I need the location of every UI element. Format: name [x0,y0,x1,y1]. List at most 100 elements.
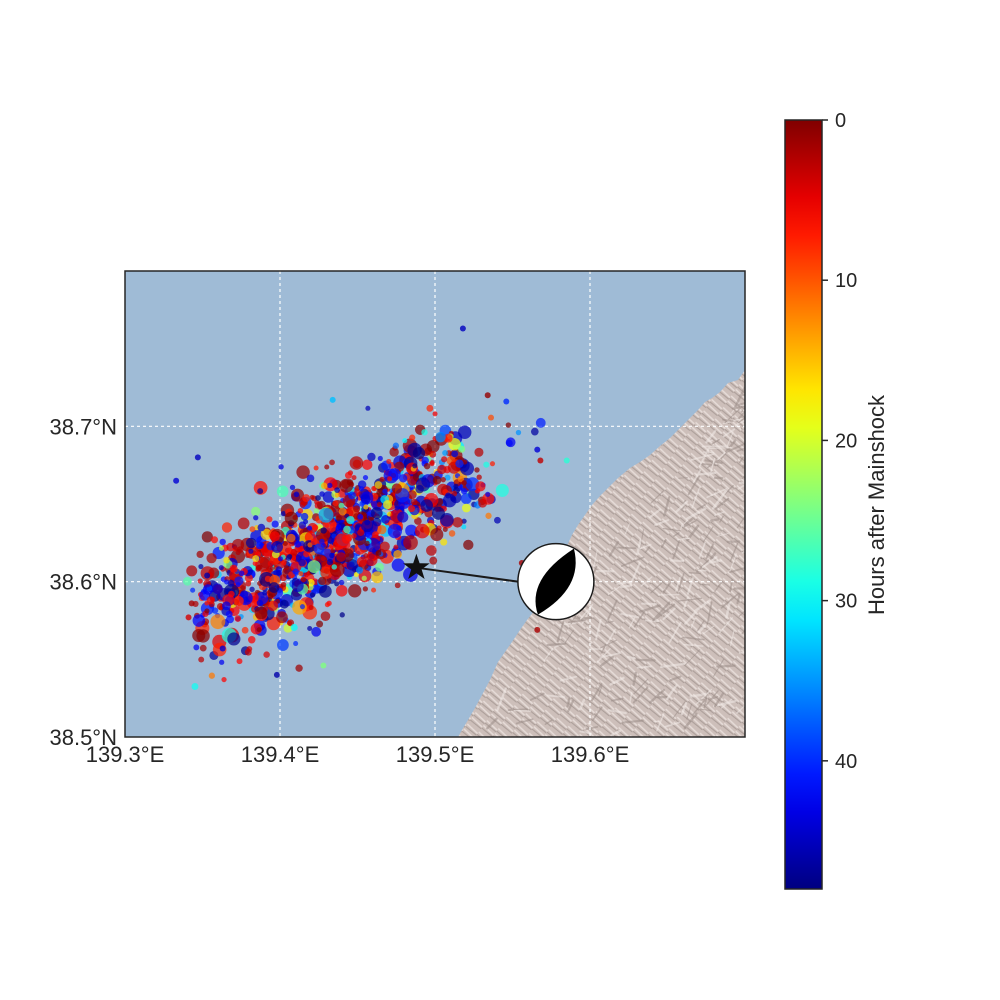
aftershock-point [314,499,320,505]
aftershock-point [392,442,400,449]
aftershock-point [211,607,219,614]
aftershock-point [257,523,266,532]
aftershock-point [361,575,367,581]
aftershock-point [421,429,428,436]
aftershock-point [474,447,484,457]
aftershock-point [483,461,490,468]
aftershock-point [330,548,336,554]
aftershock-point [346,515,355,525]
relief-stroke [690,617,696,629]
focal-mechanism-beachball [517,542,595,621]
relief-stroke [709,552,717,560]
relief-stroke [725,431,734,449]
aftershock-point [302,494,311,503]
aftershock-point [298,558,306,567]
aftershock-point [335,584,348,597]
relief-stroke [716,532,729,537]
map-plot-area [124,270,746,738]
aftershock-point [371,587,377,593]
x-axis-ticks: 139.3°E 139.4°E 139.5°E 139.6°E [86,742,630,767]
aftershock-point [362,586,368,592]
aftershock-point [256,627,262,633]
aftershock-point [403,535,418,550]
aftershock-point [338,502,345,509]
relief-stroke [662,581,671,594]
aftershock-point [298,571,304,577]
aftershock-point [485,491,491,497]
relief-stroke [678,477,688,479]
relief-stroke [659,662,686,669]
aftershock-point [252,561,258,567]
aftershock-point [289,484,296,491]
aftershock-point [461,487,468,495]
relief-stroke [719,617,734,634]
relief-stroke [599,655,615,667]
aftershock-point [248,635,256,644]
relief-stroke [741,476,745,480]
aftershock-point [253,481,268,495]
aftershock-point [421,456,429,465]
aftershock-point [277,639,289,651]
aftershock-point [485,512,492,519]
relief-stroke [682,596,689,610]
relief-stroke [686,703,693,720]
aftershock-point [426,545,437,556]
aftershock-point [279,599,289,609]
aftershock-point [253,515,259,521]
aftershock-point [219,659,225,665]
aftershock-point [306,474,315,483]
aftershock-point [245,580,252,587]
aftershock-point [299,501,306,508]
relief-stroke [689,692,708,698]
relief-stroke [717,451,726,461]
aftershock-point [444,474,451,481]
aftershock-point [198,656,205,663]
aftershock-point [452,517,463,528]
relief-stroke [698,462,719,467]
aftershock-point [348,491,356,500]
aftershock-point [423,462,431,470]
colorbar: 0 10 20 30 40 Hours after Mainshock [784,110,889,890]
aftershock-point [338,507,347,516]
aftershock-point [292,568,299,575]
aftershock-point [221,601,231,611]
aftershock-point [346,559,359,571]
land-relief-shading [486,387,745,737]
aftershock-outlier [273,671,280,678]
relief-stroke [546,694,566,699]
aftershock-point [199,644,207,652]
relief-stroke [629,561,641,585]
relief-stroke [639,529,645,550]
mainshock-star [403,553,430,579]
aftershock-outlier [459,325,466,332]
aftershock-point [223,557,230,564]
aftershock-point [237,517,250,530]
aftershock-point [376,501,382,508]
aftershock-point [238,570,245,577]
aftershock-point [228,590,235,598]
aftershock-point [320,566,333,579]
aftershock-point [407,490,417,500]
relief-stroke [737,483,745,490]
aftershock-point [488,414,494,421]
land-coastline [458,370,745,737]
relief-stroke [725,442,745,453]
aftershock-point [363,504,369,510]
relief-stroke [696,504,706,511]
aftershock-point [271,541,284,553]
aftershock-outlier [194,454,201,461]
x-tick-label: 139.4°E [241,742,320,767]
relief-stroke [664,721,681,728]
aftershock-point [356,556,367,567]
aftershock-point [357,529,365,537]
relief-stroke [711,488,728,510]
aftershock-point [379,476,385,482]
relief-stroke [705,690,719,706]
aftershock-point [291,555,297,561]
aftershock-point [277,556,283,562]
aftershock-point [420,499,433,512]
aftershock-outlier [219,645,226,652]
aftershock-point [393,544,399,550]
relief-stroke [591,683,603,702]
relief-stroke [607,709,627,715]
